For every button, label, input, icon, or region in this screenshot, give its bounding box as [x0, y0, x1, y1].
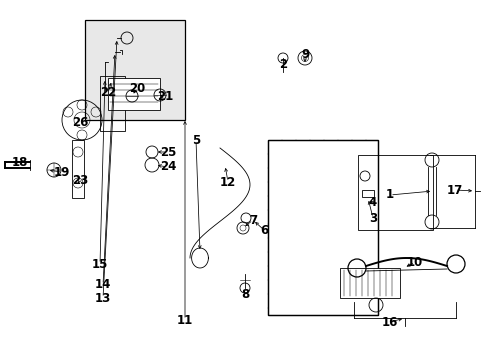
Text: 15: 15 — [92, 257, 108, 270]
Text: 21: 21 — [157, 90, 173, 104]
Text: 22: 22 — [100, 86, 116, 99]
Text: 20: 20 — [129, 81, 145, 94]
Text: 7: 7 — [248, 213, 257, 226]
Text: 12: 12 — [220, 175, 236, 189]
Text: 5: 5 — [191, 134, 200, 147]
Bar — [267, 140, 377, 315]
Text: 16: 16 — [381, 315, 397, 328]
Text: 17: 17 — [446, 184, 462, 197]
Bar — [85, 20, 184, 120]
Text: 2: 2 — [278, 58, 286, 71]
Text: 9: 9 — [300, 49, 308, 62]
Bar — [72, 140, 84, 198]
Text: 26: 26 — [72, 116, 88, 129]
Bar — [361, 190, 373, 197]
Text: 18: 18 — [12, 157, 28, 170]
Text: 11: 11 — [177, 314, 193, 327]
Bar — [357, 155, 432, 230]
Bar — [267, 140, 377, 315]
Text: 13: 13 — [95, 292, 111, 305]
Text: 19: 19 — [54, 166, 70, 179]
Text: 10: 10 — [406, 256, 422, 269]
Text: 23: 23 — [72, 174, 88, 186]
Bar — [108, 78, 160, 110]
Text: 8: 8 — [241, 288, 248, 302]
Text: 24: 24 — [160, 161, 176, 174]
Bar — [339, 268, 399, 298]
Text: 4: 4 — [368, 197, 376, 210]
Text: 6: 6 — [259, 224, 267, 237]
Text: 14: 14 — [95, 279, 111, 292]
Text: 1: 1 — [385, 189, 393, 202]
Text: 3: 3 — [368, 211, 376, 225]
Bar — [100, 76, 125, 131]
Text: 25: 25 — [160, 145, 176, 158]
